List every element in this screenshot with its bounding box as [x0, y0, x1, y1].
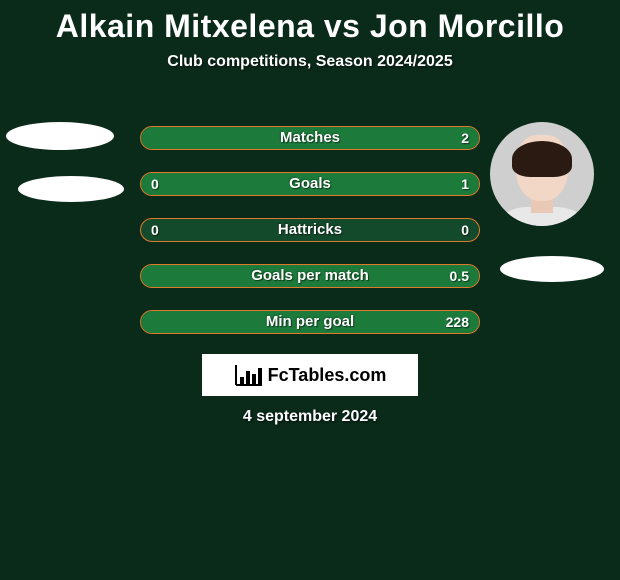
logo-text: FcTables.com: [268, 365, 387, 386]
stat-label: Min per goal: [141, 311, 479, 333]
stat-right-value: 228: [446, 311, 469, 333]
stat-label: Goals per match: [141, 265, 479, 287]
stat-row: Hattricks0 0: [140, 218, 480, 242]
stat-row: Goals0 1: [140, 172, 480, 196]
stat-row: Matches2: [140, 126, 480, 150]
player-right-name-pill: [500, 256, 604, 282]
stat-left-value: 0: [151, 173, 159, 195]
stat-right-value: 0: [461, 219, 469, 241]
stats-panel: Matches2Goals01Hattricks00Goals per matc…: [140, 126, 480, 356]
stat-right-value: 2: [461, 127, 469, 149]
stat-right-value: 0.5: [450, 265, 469, 287]
player-right-avatar: [490, 122, 594, 226]
stat-label: Matches: [141, 127, 479, 149]
stat-row: Min per goal228: [140, 310, 480, 334]
logo-box[interactable]: FcTables.com: [202, 354, 418, 396]
page-subtitle: Club competitions, Season 2024/2025: [0, 53, 620, 71]
stat-left-value: 0: [151, 219, 159, 241]
stat-label: Hattricks: [141, 219, 479, 241]
stat-right-value: 1: [461, 173, 469, 195]
player-left-name-pill: [6, 122, 114, 150]
date-text: 4 september 2024: [0, 408, 620, 426]
page-title: Alkain Mitxelena vs Jon Morcillo: [0, 0, 620, 45]
bar-chart-icon: [234, 363, 264, 387]
stat-row: Goals per match0.5: [140, 264, 480, 288]
stat-label: Goals: [141, 173, 479, 195]
player-left-name-pill-2: [18, 176, 124, 202]
